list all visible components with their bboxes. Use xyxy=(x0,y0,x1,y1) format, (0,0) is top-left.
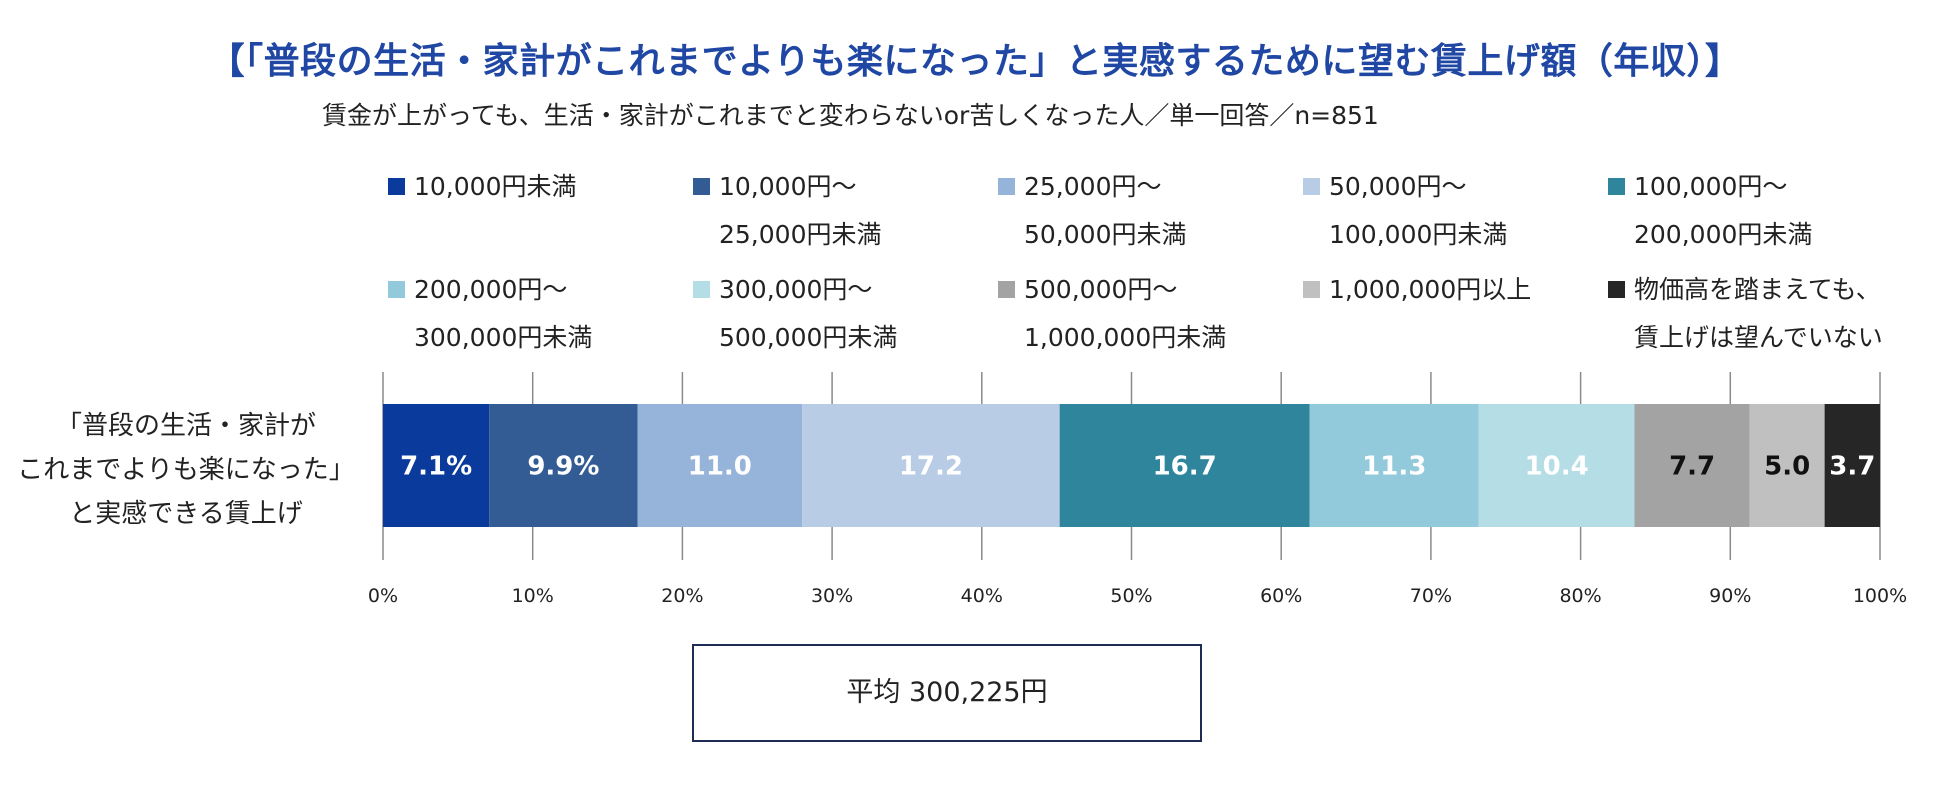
x-tick-label: 30% xyxy=(811,585,853,607)
bar-segment xyxy=(1749,404,1825,527)
category-label-line-3: と実感できる賃上げ xyxy=(69,499,303,529)
x-tick-label: 70% xyxy=(1410,585,1452,607)
legend-label-line: 50,000円未満 xyxy=(1024,220,1187,249)
legend-label: 200,000円～ 300,000円未満 xyxy=(414,266,592,362)
category-label-line-1: 「普段の生活・家計が xyxy=(55,411,316,441)
legend-label-line: 10,000円未満 xyxy=(414,172,577,201)
legend-label-line: 物価高を踏まえても、 xyxy=(1634,275,1881,304)
legend-swatch xyxy=(998,281,1015,298)
legend-label: 50,000円～ 100,000円未満 xyxy=(1329,163,1507,259)
data-label: 7.1% xyxy=(400,452,472,482)
bar-segment xyxy=(1824,404,1880,527)
legend-label-line: 50,000円～ xyxy=(1329,172,1467,201)
legend-label: 300,000円～ 500,000円未満 xyxy=(719,266,897,362)
legend-swatch xyxy=(693,281,710,298)
x-tick-label: 90% xyxy=(1709,585,1751,607)
data-label: 11.3 xyxy=(1362,452,1426,482)
legend-label-line: 300,000円未満 xyxy=(414,323,593,352)
category-label: 「普段の生活・家計が これまでよりも楽になった」 と実感できる賃上げ xyxy=(0,404,372,536)
legend-label-line: 1,000,000円以上 xyxy=(1329,275,1532,304)
legend-label: 10,000円～ 25,000円未満 xyxy=(719,163,881,259)
x-tick-label: 40% xyxy=(961,585,1003,607)
legend-label-line: 300,000円～ xyxy=(719,275,873,304)
bar-segment xyxy=(1478,404,1635,527)
legend-swatch xyxy=(1303,281,1320,298)
legend-label-line: 賃上げは望んでいない xyxy=(1634,323,1883,352)
legend-label-line: 500,000円～ xyxy=(1024,275,1178,304)
bar-segment xyxy=(1634,404,1750,527)
bar-segment xyxy=(637,404,803,527)
legend-swatch xyxy=(388,178,405,195)
x-tick-label: 0% xyxy=(368,585,398,607)
data-label: 11.0 xyxy=(688,452,752,482)
bar-segment xyxy=(802,404,1060,527)
average-box: 平均 300,225円 xyxy=(692,644,1202,742)
legend-label-line: 10,000円～ xyxy=(719,172,857,201)
legend-swatch xyxy=(388,281,405,298)
x-tick-label: 100% xyxy=(1853,585,1907,607)
bar-segment xyxy=(383,404,490,527)
legend-label: 100,000円～ 200,000円未満 xyxy=(1634,163,1812,259)
legend-label-line: 200,000円未満 xyxy=(1634,220,1813,249)
x-tick-label: 80% xyxy=(1559,585,1601,607)
legend-label-line: 1,000,000円未満 xyxy=(1024,323,1227,352)
legend-swatch xyxy=(998,178,1015,195)
legend-label: 物価高を踏まえても、 賃上げは望んでいない xyxy=(1634,266,1883,362)
bar-segment xyxy=(1059,404,1310,527)
legend-swatch xyxy=(693,178,710,195)
bar-segment xyxy=(1309,404,1479,527)
legend-swatch xyxy=(1608,178,1625,195)
legend-swatch xyxy=(1303,178,1320,195)
x-tick-label: 60% xyxy=(1260,585,1302,607)
data-label: 10.4 xyxy=(1525,452,1589,482)
data-label: 9.9% xyxy=(527,452,599,482)
legend-label-line: 25,000円未満 xyxy=(719,220,882,249)
category-label-line-2: これまでよりも楽になった」 xyxy=(17,455,355,485)
legend-label-line: 200,000円～ xyxy=(414,275,568,304)
legend-label: 25,000円～ 50,000円未満 xyxy=(1024,163,1186,259)
x-tick-label: 50% xyxy=(1110,585,1152,607)
x-tick-label: 10% xyxy=(512,585,554,607)
x-tick-label: 20% xyxy=(661,585,703,607)
legend-label: 500,000円～ 1,000,000円未満 xyxy=(1024,266,1226,362)
chart-title: 【「普段の生活・家計がこれまでよりも楽になった」と実感するために望む賃上げ額（年… xyxy=(208,41,1742,82)
bar-segment xyxy=(489,404,638,527)
chart-subtitle: 賃金が上がっても、生活・家計がこれまでと変わらないor苦しくなった人／単一回答／… xyxy=(322,101,1379,130)
legend-label: 1,000,000円以上 xyxy=(1329,266,1531,314)
legend-label: 10,000円未満 xyxy=(414,163,576,211)
legend-label-line: 25,000円～ xyxy=(1024,172,1162,201)
data-label: 5.0 xyxy=(1764,452,1810,482)
data-label: 3.7 xyxy=(1829,452,1875,482)
data-label: 17.2 xyxy=(899,452,963,482)
legend-swatch xyxy=(1608,281,1625,298)
legend-label-line: 500,000円未満 xyxy=(719,323,898,352)
legend-label-line: 100,000円～ xyxy=(1634,172,1788,201)
data-label: 7.7 xyxy=(1669,452,1715,482)
legend-label-line: 100,000円未満 xyxy=(1329,220,1508,249)
data-label: 16.7 xyxy=(1153,452,1217,482)
